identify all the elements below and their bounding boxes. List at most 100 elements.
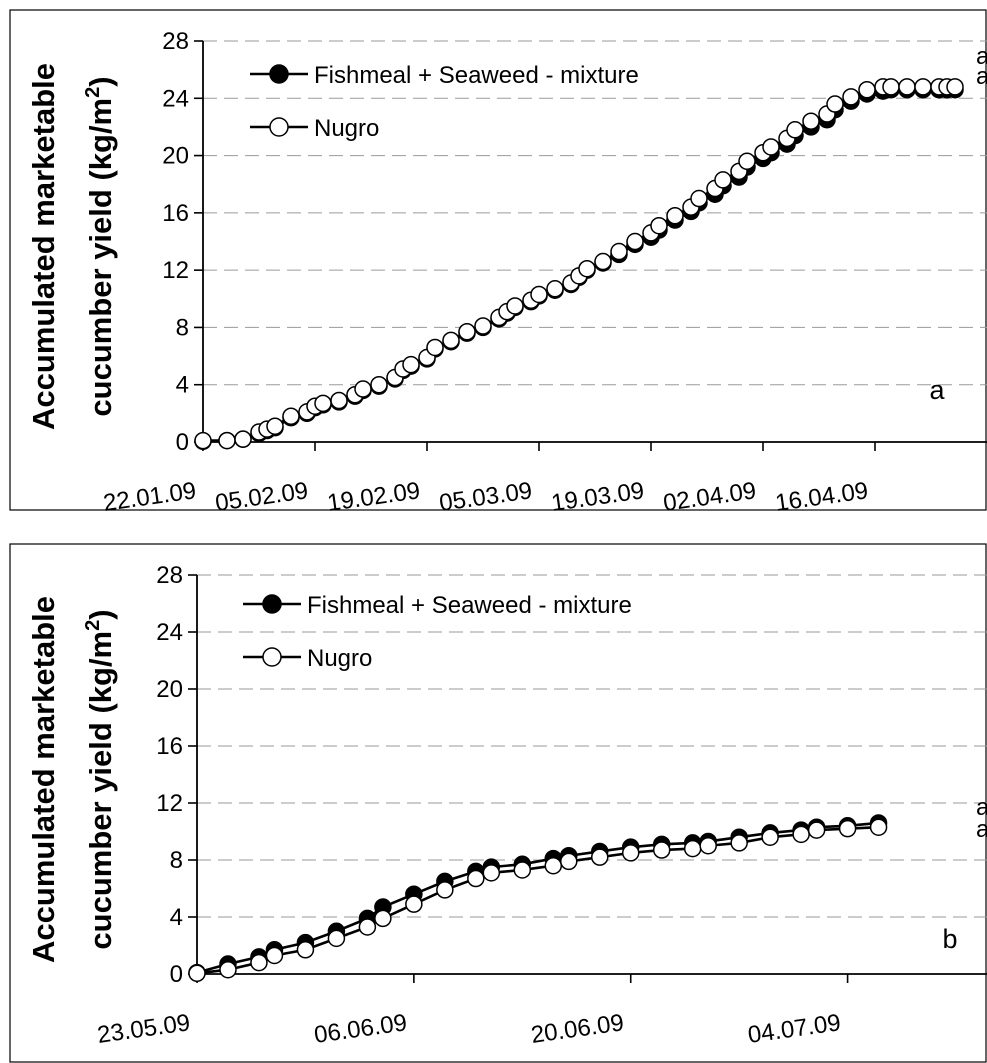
data-point bbox=[730, 834, 748, 852]
data-point bbox=[544, 856, 563, 875]
y-tick-label: 24 bbox=[156, 619, 183, 646]
data-point bbox=[442, 331, 460, 350]
data-point bbox=[402, 355, 420, 374]
data-point bbox=[869, 818, 888, 836]
data-point bbox=[652, 841, 671, 859]
data-point bbox=[358, 918, 377, 936]
y-tick-label: 8 bbox=[170, 847, 183, 874]
data-point bbox=[738, 152, 756, 171]
x-tick-label: 20.06.09 bbox=[529, 1009, 625, 1049]
legend-marker bbox=[269, 117, 289, 137]
data-point bbox=[314, 394, 332, 413]
data-point bbox=[590, 848, 609, 866]
data-point bbox=[354, 380, 372, 398]
data-point bbox=[327, 929, 346, 948]
significance-letter: a bbox=[976, 43, 987, 70]
y-axis-label-suffix: ) bbox=[83, 609, 118, 619]
x-tick-label: 06.06.09 bbox=[312, 1009, 408, 1049]
significance-letter: a bbox=[976, 816, 987, 843]
x-tick-label: 05.03.09 bbox=[438, 477, 534, 517]
legend-label: Fishmeal + Seaweed - mixture bbox=[307, 592, 632, 619]
y-tick-label: 28 bbox=[156, 562, 183, 589]
data-point bbox=[296, 941, 315, 959]
data-point bbox=[786, 121, 804, 139]
data-point bbox=[946, 78, 964, 96]
data-point bbox=[807, 821, 826, 839]
panel-letter: a bbox=[929, 375, 945, 405]
x-tick-label: 04.07.09 bbox=[746, 1009, 842, 1049]
data-point bbox=[265, 946, 284, 965]
y-axis-label-suffix: ) bbox=[83, 76, 118, 86]
data-point bbox=[626, 232, 644, 251]
y-tick-label: 4 bbox=[176, 372, 189, 399]
data-point bbox=[714, 171, 732, 189]
data-point bbox=[218, 431, 236, 450]
y-tick-label: 8 bbox=[176, 314, 189, 341]
data-point bbox=[802, 112, 820, 130]
data-point bbox=[426, 338, 444, 357]
data-point bbox=[560, 852, 578, 871]
legend-label: Nugro bbox=[307, 645, 372, 672]
y-axis-label-line2: cucumber yield (kg/m2) bbox=[82, 76, 118, 416]
y-axis-label-text: cucumber yield (kg/m bbox=[83, 98, 118, 417]
y-tick-label: 12 bbox=[156, 790, 183, 817]
x-tick-label: 23.05.09 bbox=[96, 1009, 192, 1049]
data-point bbox=[266, 417, 284, 435]
data-point bbox=[761, 828, 779, 846]
data-point bbox=[436, 881, 454, 899]
data-point bbox=[482, 864, 501, 882]
data-point bbox=[250, 953, 268, 972]
legend-marker bbox=[262, 594, 282, 614]
panel-letter: b bbox=[942, 924, 957, 954]
significance-letter: a bbox=[976, 794, 987, 821]
data-point bbox=[690, 189, 708, 208]
x-tick-label: 19.02.09 bbox=[326, 477, 422, 517]
y-tick-label: 0 bbox=[176, 429, 189, 456]
legend-marker bbox=[269, 64, 289, 84]
data-point bbox=[842, 88, 860, 106]
x-tick-label: 22.01.09 bbox=[102, 477, 198, 517]
y-tick-label: 20 bbox=[156, 676, 183, 703]
data-point bbox=[234, 430, 252, 448]
data-point bbox=[330, 391, 348, 410]
panel-border bbox=[9, 9, 987, 511]
legend-label: Nugro bbox=[314, 115, 379, 142]
y-tick-label: 28 bbox=[162, 28, 189, 55]
data-point bbox=[621, 844, 640, 862]
data-point bbox=[699, 837, 717, 855]
y-axis-label-line1: Accumulated marketable bbox=[26, 63, 61, 430]
panel-b: 0 4 8 12 16 20 24 28 23.05.09 06.06.09 20.06.09 04.… bbox=[9, 543, 987, 1063]
x-tick-label: 16.04.09 bbox=[774, 477, 870, 517]
data-point bbox=[188, 964, 206, 983]
y-axis-label-superscript: 2 bbox=[82, 620, 104, 631]
data-point bbox=[467, 869, 485, 888]
significance-letter: a bbox=[976, 63, 987, 90]
data-point bbox=[898, 78, 916, 96]
panel-a: 0 4 8 12 16 20 24 28 22.01.09 05.02.09 19.02.09 05.… bbox=[9, 9, 987, 517]
data-point bbox=[374, 909, 392, 928]
y-tick-label: 12 bbox=[162, 257, 189, 284]
y-tick-label: 24 bbox=[162, 85, 189, 112]
data-point bbox=[506, 297, 524, 315]
y-axis-label-superscript: 2 bbox=[82, 87, 104, 98]
data-point bbox=[882, 78, 900, 96]
series-group bbox=[188, 814, 888, 983]
data-point bbox=[370, 375, 388, 394]
y-axis-label-line1: Accumulated marketable bbox=[26, 596, 61, 963]
data-point bbox=[610, 242, 628, 261]
y-tick-label: 16 bbox=[156, 733, 183, 760]
y-tick-label: 16 bbox=[162, 200, 189, 227]
data-point bbox=[282, 407, 300, 425]
data-point bbox=[546, 280, 564, 298]
legend-marker bbox=[262, 647, 282, 667]
y-tick-label: 0 bbox=[170, 961, 183, 988]
y-axis-label-line2: cucumber yield (kg/m2) bbox=[82, 609, 118, 949]
data-point bbox=[762, 138, 780, 156]
y-tick-label: 20 bbox=[162, 143, 189, 170]
data-point bbox=[530, 285, 548, 304]
data-point bbox=[194, 431, 212, 450]
legend-label: Fishmeal + Seaweed - mixture bbox=[314, 62, 639, 89]
y-axis-label-text: cucumber yield (kg/m bbox=[83, 631, 118, 950]
data-point bbox=[458, 322, 476, 341]
